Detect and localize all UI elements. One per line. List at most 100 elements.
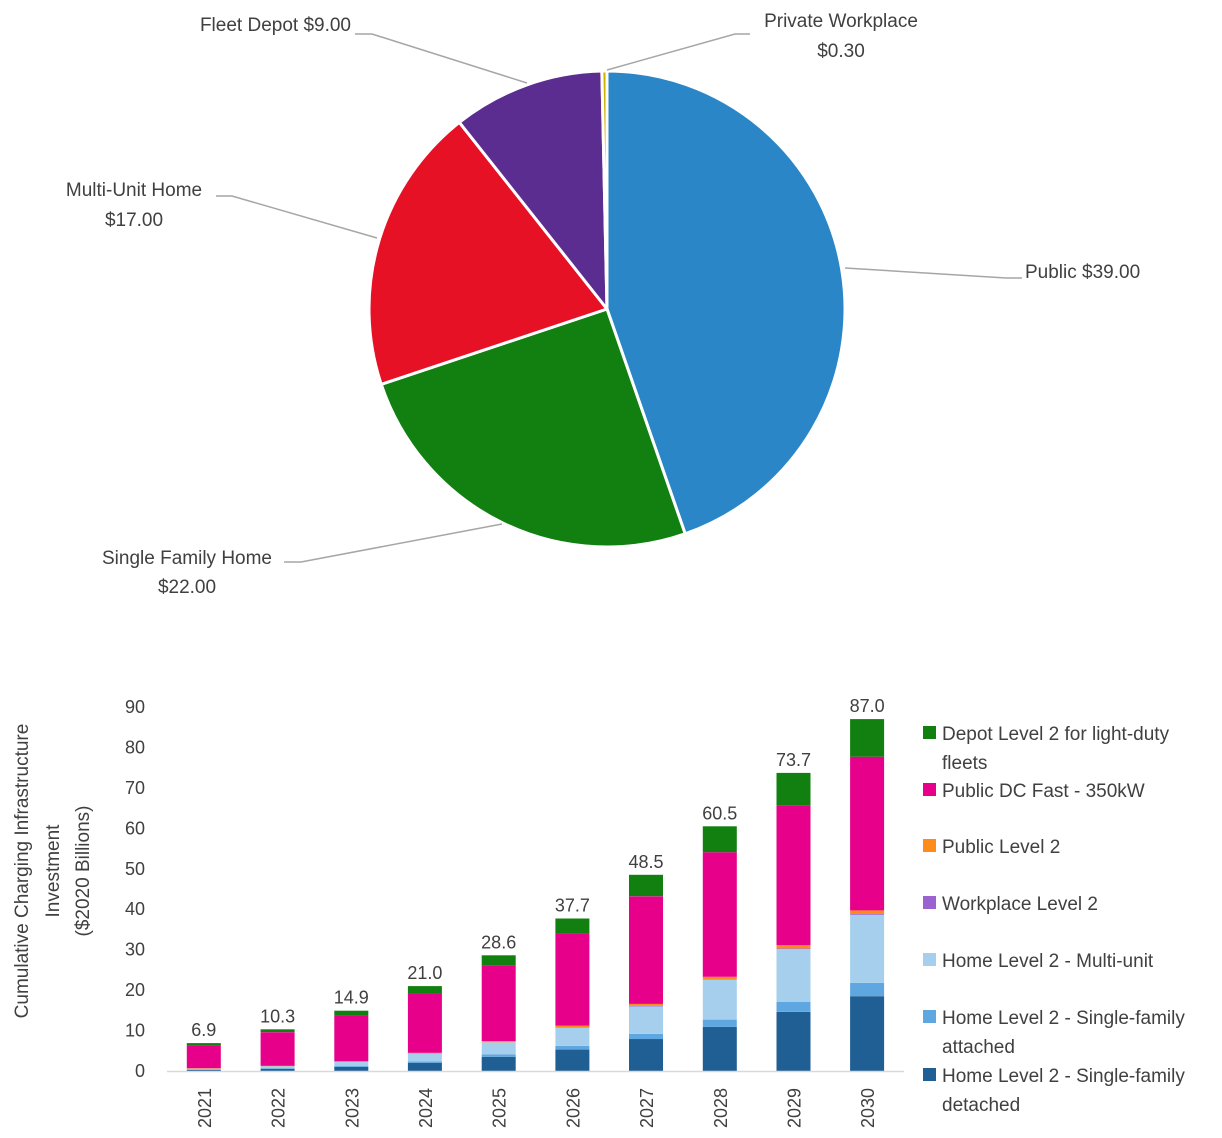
bar-segment-2026-public-dc-fast-350kw	[555, 933, 590, 1026]
y-tick-label: 20	[125, 980, 145, 1000]
pie-label-workplace-name: Private Workplace	[764, 11, 918, 32]
bar-segment-2021-home-level-2-single-family-detached	[186, 1069, 221, 1071]
bar-segment-2030-home-level-2-multi-unit	[850, 914, 885, 983]
legend-label-public-level-2-line-1: Public Level 2	[942, 837, 1060, 858]
legend-label-depot-level-2-for-light-duty-fleets-line-1: Depot Level 2 for light-duty	[942, 724, 1170, 745]
bar-segment-2023-public-dc-fast-350kw	[334, 1015, 369, 1062]
pie-label-single-family-value: $22.00	[158, 577, 216, 598]
pie-labels: Public $39.00 Single Family Home $22.00 …	[66, 11, 1140, 598]
bar-segment-2029-home-level-2-single-family-attached	[776, 1001, 811, 1012]
bar-total-labels: 6.9 10.3 14.9 21.0 28.6 37.7 48.5 60.5 73.7 87.0	[191, 696, 884, 1040]
bar-segment-2026-depot-level-2-for-light-duty-fleets	[555, 918, 590, 934]
bar-segment-2030-home-level-2-single-family-attached	[850, 982, 885, 997]
bar-segment-2026-workplace-level-2	[555, 1027, 590, 1028]
bar-segment-2024-home-level-2-single-family-detached	[407, 1062, 442, 1071]
y-axis-title-line-3: ($2020 Billions)	[73, 806, 94, 937]
bar-segment-2023-depot-level-2-for-light-duty-fleets	[334, 1010, 369, 1016]
bar-segment-2025-public-dc-fast-350kw	[481, 965, 516, 1041]
y-axis-ticks: 0 10 20 30 40 50 60 70 80 90	[125, 697, 145, 1081]
legend-swatch-depot-level-2-for-light-duty-fleets	[923, 726, 936, 739]
x-tick-label-2024: 2024	[416, 1088, 436, 1128]
pie-label-multi-unit-name: Multi-Unit Home	[66, 180, 202, 201]
bar-segment-2025-home-level-2-single-family-detached	[481, 1056, 516, 1071]
bar-segment-2024-public-dc-fast-350kw	[407, 993, 442, 1053]
leader-line-workplace	[606, 33, 750, 71]
x-tick-label-2025: 2025	[490, 1088, 510, 1128]
pie-label-fleet: Fleet Depot $9.00	[200, 15, 351, 36]
y-tick-label: 60	[125, 818, 145, 838]
bar-segment-2024-home-level-2-single-family-attached	[407, 1061, 442, 1063]
x-tick-label-2021: 2021	[195, 1088, 215, 1128]
bar-segment-2023-home-level-2-single-family-attached	[334, 1065, 369, 1067]
leader-line-fleet	[355, 33, 528, 84]
bar-segment-2027-home-level-2-multi-unit	[629, 1006, 663, 1034]
y-tick-label: 80	[125, 737, 145, 757]
bar-segment-2023-public-level-2	[334, 1061, 369, 1062]
x-tick-label-2026: 2026	[563, 1088, 583, 1128]
bar-segment-2024-home-level-2-multi-unit	[407, 1053, 442, 1062]
y-tick-label: 40	[125, 899, 145, 919]
legend-swatch-workplace-level-2	[923, 896, 936, 909]
bar-segment-2029-home-level-2-single-family-detached	[776, 1012, 811, 1071]
x-tick-label-2028: 2028	[711, 1088, 731, 1128]
bar-total-label-2027: 48.5	[628, 852, 663, 872]
bar-total-label-2030: 87.0	[850, 696, 885, 716]
bar-segment-2030-depot-level-2-for-light-duty-fleets	[850, 719, 885, 757]
bar-segment-2021-depot-level-2-for-light-duty-fleets	[186, 1043, 221, 1046]
bar-segment-2030-home-level-2-single-family-detached	[850, 996, 885, 1071]
pie-slice-private-workplace	[600, 69, 609, 311]
bar-segment-2021-public-dc-fast-350kw	[186, 1045, 221, 1069]
bar-segment-2030-workplace-level-2	[850, 914, 885, 915]
bar-total-label-2026: 37.7	[555, 896, 590, 916]
bar-segment-2024-depot-level-2-for-light-duty-fleets	[407, 986, 442, 994]
legend-swatch-public-dc-fast-350kw	[923, 783, 936, 796]
bar-segment-2028-public-dc-fast-350kw	[702, 852, 737, 977]
legend-label-depot-level-2-for-light-duty-fleets-line-2: fleets	[942, 753, 987, 774]
bar-segment-2028-home-level-2-single-family-detached	[702, 1026, 737, 1071]
x-tick-label-2022: 2022	[269, 1088, 289, 1128]
bar-segment-2022-depot-level-2-for-light-duty-fleets	[260, 1029, 295, 1033]
bar-segment-2025-home-level-2-single-family-attached	[481, 1054, 516, 1057]
bar-segment-2025-depot-level-2-for-light-duty-fleets	[481, 955, 516, 966]
bar-segment-2026-home-level-2-single-family-attached	[555, 1045, 590, 1050]
y-axis-title-line-1: Cumulative Charging Infrastructure	[12, 724, 33, 1019]
stacked-bar-chart: Cumulative Charging Infrastructure Inves…	[12, 696, 1185, 1128]
y-tick-label: 50	[125, 859, 145, 879]
bar-segment-2028-home-level-2-single-family-attached	[702, 1019, 737, 1027]
bar-segment-2028-home-level-2-multi-unit	[702, 979, 737, 1020]
leader-line-public	[844, 267, 1022, 279]
y-tick-label: 90	[125, 697, 145, 717]
legend-swatch-public-level-2	[923, 839, 936, 852]
bar-total-label-2021: 6.9	[191, 1020, 216, 1040]
bar-segment-2028-depot-level-2-for-light-duty-fleets	[702, 826, 737, 853]
bar-segment-2027-public-level-2	[629, 1003, 663, 1006]
bar-total-label-2024: 21.0	[407, 963, 442, 983]
legend-label-home-level-2-single-family-attached-line-2: attached	[942, 1037, 1015, 1058]
y-tick-label: 30	[125, 940, 145, 960]
y-axis-title-line-2: Investment	[43, 824, 64, 918]
y-tick-label: 10	[125, 1021, 145, 1041]
bar-segment-2026-public-level-2	[555, 1025, 590, 1028]
bar-segment-2029-public-dc-fast-350kw	[776, 805, 811, 946]
legend: Depot Level 2 for light-duty fleets Public…	[923, 724, 1185, 1116]
pie-label-multi-unit-value: $17.00	[105, 210, 163, 231]
bar-segment-2022-public-dc-fast-350kw	[260, 1032, 295, 1066]
bar-segment-2029-workplace-level-2	[776, 948, 811, 949]
legend-label-public-dc-fast-350kw-line-1: Public DC Fast - 350kW	[942, 781, 1145, 802]
pie-leader-lines	[216, 33, 1022, 563]
bar-segment-2021-public-level-2	[186, 1068, 221, 1069]
x-tick-label-2027: 2027	[637, 1088, 657, 1128]
bar-segment-2021-home-level-2-multi-unit	[186, 1068, 221, 1070]
bar-segment-2022-home-level-2-single-family-attached	[260, 1068, 295, 1069]
bar-segment-2024-public-level-2	[407, 1052, 442, 1054]
bar-total-label-2025: 28.6	[481, 932, 516, 952]
pie-label-single-family-name: Single Family Home	[102, 548, 272, 569]
bar-segment-2028-public-level-2	[702, 976, 737, 980]
y-tick-label: 0	[135, 1061, 145, 1081]
legend-label-home-level-2-single-family-attached-line-1: Home Level 2 - Single-family	[942, 1008, 1185, 1029]
pie-label-workplace-value: $0.30	[817, 41, 865, 62]
bar-segment-2022-public-level-2	[260, 1065, 295, 1067]
leader-line-multi-unit	[216, 195, 378, 239]
x-tick-label-2029: 2029	[785, 1088, 805, 1128]
bar-total-label-2029: 73.7	[776, 750, 811, 770]
